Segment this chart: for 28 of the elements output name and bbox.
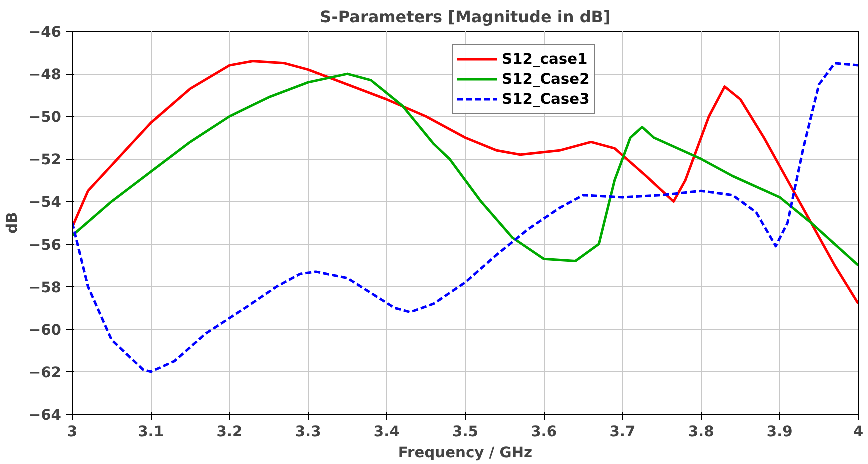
y-tick-label: −50 bbox=[28, 109, 62, 126]
y-tick-label: −60 bbox=[28, 322, 62, 339]
x-tick-label: 3.5 bbox=[452, 424, 478, 440]
legend-label: S12_Case3 bbox=[502, 90, 590, 108]
x-tick-label: 3.1 bbox=[138, 424, 164, 440]
x-tick-label: 3.7 bbox=[610, 424, 636, 440]
chart-title: S-Parameters [Magnitude in dB] bbox=[320, 8, 611, 26]
x-axis-title: Frequency / GHz bbox=[398, 444, 533, 462]
y-tick-label: −58 bbox=[28, 279, 62, 296]
x-tick-label: 3.9 bbox=[766, 424, 793, 440]
legend-label: S12_Case2 bbox=[502, 70, 590, 88]
y-tick-label: −54 bbox=[28, 194, 62, 212]
line-series bbox=[72, 72, 858, 267]
x-tick-label: 3 bbox=[67, 424, 78, 440]
x-tick-label: 3.8 bbox=[688, 424, 714, 440]
x-tick-label: 3.3 bbox=[295, 424, 322, 440]
y-tick-label: −56 bbox=[28, 236, 62, 254]
x-tick-label: 3.6 bbox=[531, 424, 558, 440]
y-tick-label: −46 bbox=[28, 24, 62, 41]
y-tick-label: −48 bbox=[28, 66, 62, 84]
y-axis-title: dB bbox=[4, 212, 21, 234]
x-tick-label: 3.4 bbox=[374, 424, 400, 440]
legend-label: S12_case1 bbox=[502, 50, 588, 68]
y-tick-label: −62 bbox=[28, 364, 62, 382]
y-tick-label: −52 bbox=[28, 152, 62, 169]
y-tick-label: −64 bbox=[28, 407, 62, 424]
x-tick-label: 4 bbox=[853, 424, 864, 440]
x-tick-label: 3.2 bbox=[216, 424, 243, 440]
